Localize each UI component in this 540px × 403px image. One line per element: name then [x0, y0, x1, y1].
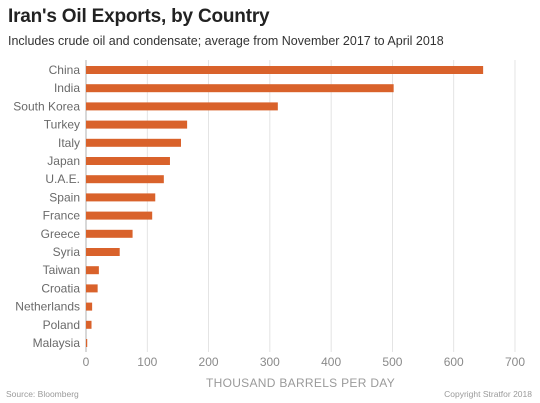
- category-label: India: [54, 81, 80, 95]
- bar: [86, 211, 153, 220]
- bar: [86, 66, 484, 74]
- bar: [86, 193, 156, 202]
- bar: [86, 120, 188, 129]
- chart-subtitle: Includes crude oil and condensate; avera…: [8, 34, 444, 48]
- category-labels: China India South Korea Turkey Italy Japan U.A…: [13, 63, 80, 350]
- bar: [86, 175, 164, 184]
- category-label: Greece: [41, 227, 81, 241]
- x-axis-label: THOUSAND BARRELS PER DAY: [205, 376, 396, 390]
- category-label: Croatia: [41, 281, 80, 295]
- x-tick-labels: 0 100 200 300 400 500 600 700: [83, 355, 526, 369]
- bar: [86, 302, 93, 311]
- x-tick-label: 0: [83, 355, 90, 369]
- x-tick-label: 600: [444, 355, 464, 369]
- bar: [86, 248, 120, 256]
- bar: [86, 138, 181, 147]
- category-label: Syria: [53, 245, 81, 259]
- x-tick-label: 500: [382, 355, 402, 369]
- x-tick-label: 300: [260, 355, 280, 369]
- bar: [86, 157, 170, 165]
- copyright-note: Copyright Stratfor 2018: [444, 389, 532, 399]
- bar: [86, 102, 278, 111]
- category-label: China: [49, 63, 81, 77]
- bar: [86, 266, 99, 275]
- category-label: Malaysia: [33, 336, 81, 350]
- x-tick-label: 100: [137, 355, 157, 369]
- bars: [86, 66, 484, 347]
- x-tick-label: 200: [199, 355, 219, 369]
- x-tick-label: 400: [321, 355, 341, 369]
- category-label: Turkey: [44, 118, 80, 132]
- category-label: Italy: [58, 136, 80, 150]
- source-note: Source: Bloomberg: [6, 389, 79, 399]
- category-label: U.A.E.: [45, 172, 80, 186]
- bar: [86, 229, 133, 238]
- bar: [86, 284, 98, 293]
- category-label: France: [43, 209, 81, 223]
- category-label: Spain: [49, 190, 80, 204]
- category-label: Taiwan: [43, 263, 80, 277]
- x-tick-label: 700: [505, 355, 525, 369]
- bar: [86, 84, 394, 93]
- category-label: South Korea: [13, 99, 80, 113]
- category-label: Japan: [47, 154, 80, 168]
- bar: [86, 320, 92, 329]
- category-label: Netherlands: [15, 300, 80, 314]
- category-label: Poland: [43, 318, 80, 332]
- chart-title: Iran's Oil Exports, by Country: [8, 6, 270, 27]
- bar: [86, 339, 88, 347]
